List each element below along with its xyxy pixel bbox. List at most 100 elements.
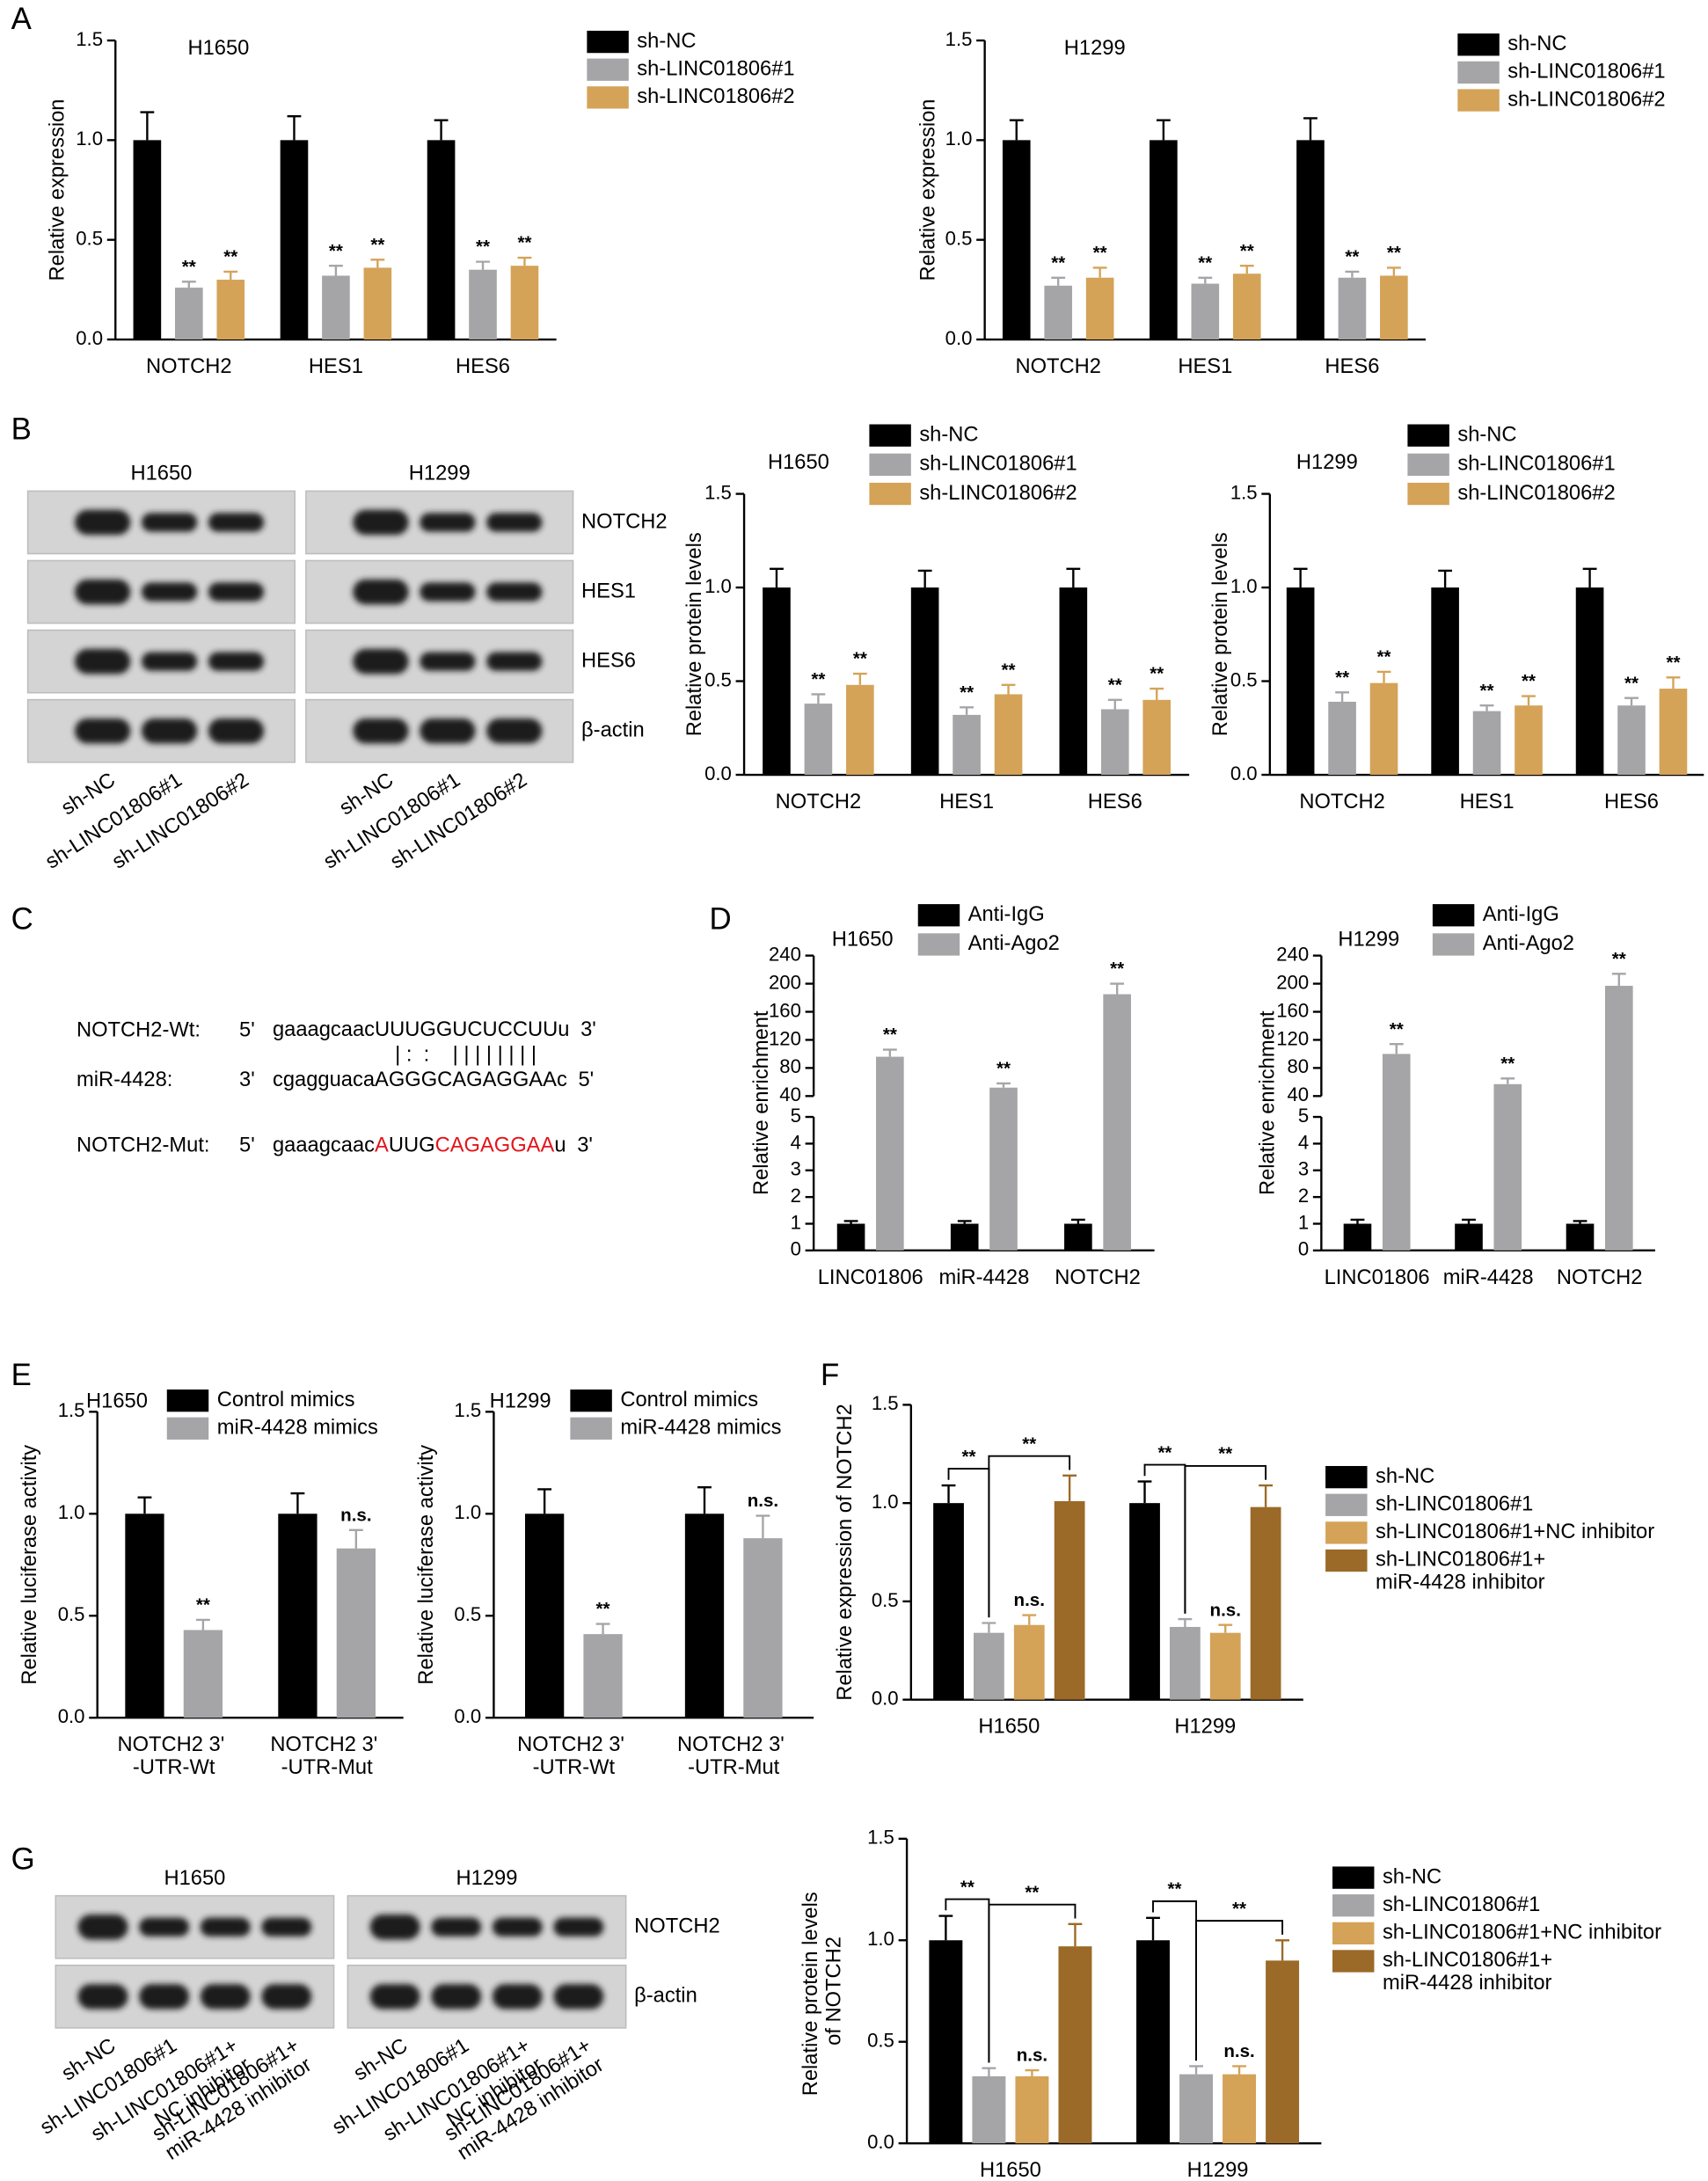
significance-label: ** xyxy=(1240,241,1254,261)
bracket-label: ** xyxy=(961,1447,975,1467)
y-axis-label: Relative protein levels xyxy=(1209,532,1232,736)
blot-band xyxy=(369,1984,420,2010)
y-tick-label: 0.0 xyxy=(58,1705,85,1727)
y-tick-label: 1.5 xyxy=(76,28,103,50)
significance-label: ** xyxy=(1150,664,1164,684)
y-tick-label: 3 xyxy=(1298,1158,1309,1180)
legend-swatch xyxy=(1407,424,1449,447)
x-tick-label: HES6 xyxy=(1325,355,1379,378)
error-bar xyxy=(595,1623,610,1635)
legend-label: sh-LINC01806#2 xyxy=(637,85,794,108)
y-tick-label: 0.5 xyxy=(1230,668,1258,690)
bar xyxy=(1604,985,1633,1251)
sequence-end: 3' xyxy=(577,1134,593,1157)
error-bar xyxy=(137,1496,152,1514)
legend-label: Anti-IgG xyxy=(1483,903,1559,926)
bar xyxy=(1472,711,1501,776)
legend-swatch xyxy=(1407,482,1449,506)
blot-band xyxy=(553,1984,604,2010)
x-tick-label: NOTCH2 xyxy=(1055,1266,1141,1289)
x-tick-label: HES6 xyxy=(1088,791,1142,813)
legend-swatch xyxy=(1325,1493,1368,1516)
x-tick-label: HES1 xyxy=(939,791,994,813)
sequence-end: 3' xyxy=(239,1069,255,1091)
bar xyxy=(1455,1223,1483,1251)
chart-title: H1650 xyxy=(768,451,829,474)
y-tick-label: 0.5 xyxy=(872,1589,899,1611)
blot-band xyxy=(261,1984,312,2010)
bar xyxy=(1142,699,1172,776)
blot-band xyxy=(208,718,265,744)
legend-label: Control mimics xyxy=(217,1389,355,1411)
bar xyxy=(1575,587,1604,776)
error-bar xyxy=(917,569,932,588)
legend-swatch xyxy=(1332,1922,1375,1944)
bar xyxy=(1380,275,1408,340)
error-bar xyxy=(770,567,784,588)
error-bar xyxy=(1389,1043,1404,1054)
bracket xyxy=(1184,1464,1267,1614)
y-tick-label: 5 xyxy=(791,1105,801,1127)
blot-band xyxy=(369,1914,420,1940)
bar xyxy=(1058,1946,1092,2144)
blot-row-label: β-actin xyxy=(581,718,645,741)
blot-band xyxy=(75,718,131,744)
significance-label: ** xyxy=(196,1595,210,1616)
y-tick-label: 40 xyxy=(1288,1083,1310,1105)
blot-band xyxy=(77,1984,128,2010)
significance-label: ** xyxy=(223,247,237,267)
bar xyxy=(1343,1223,1372,1251)
x-tick-label: HES1 xyxy=(1178,355,1232,378)
y-tick-label: 0.0 xyxy=(1230,762,1258,784)
blot-band xyxy=(486,652,543,671)
error-bar xyxy=(1438,569,1453,588)
legend-swatch xyxy=(917,933,960,956)
x-tick-label: LINC01806 xyxy=(1325,1266,1430,1289)
bar xyxy=(950,1223,979,1251)
error-bar xyxy=(1582,567,1597,588)
error-bar xyxy=(1022,1614,1037,1625)
bar xyxy=(1296,140,1325,340)
bar xyxy=(363,267,392,340)
bar xyxy=(1191,283,1220,340)
legend-label: sh-NC xyxy=(1383,1865,1442,1888)
error-bar xyxy=(1232,2065,1246,2075)
y-tick-label: 0.5 xyxy=(867,2030,894,2052)
y-tick-label: 1.5 xyxy=(867,1827,894,1849)
blot-band xyxy=(492,1917,543,1937)
x-tick-label: NOTCH2 3' -UTR-Mut xyxy=(677,1733,790,1779)
y-tick-label: 1.0 xyxy=(1230,575,1258,597)
significance-label: n.s. xyxy=(1223,2041,1254,2061)
bar xyxy=(1129,1503,1160,1700)
error-bar xyxy=(1386,266,1401,276)
y-tick-label: 0.0 xyxy=(454,1705,481,1727)
legend-label: Anti-Ago2 xyxy=(968,932,1060,955)
y-tick-label: 0.0 xyxy=(867,2131,894,2153)
blot-group-label: H1650 xyxy=(164,1867,225,1890)
blot-row-label: NOTCH2 xyxy=(634,1915,720,1937)
blot-band xyxy=(353,648,409,675)
legend-label: sh-LINC01806#1+ miR-4428 inhibitor xyxy=(1376,1549,1551,1594)
y-tick-label: 0.0 xyxy=(872,1688,899,1710)
y-tick-label: 1 xyxy=(791,1211,801,1233)
y-tick-label: 0 xyxy=(1298,1238,1309,1260)
panel-letter: D xyxy=(710,902,732,936)
error-bar xyxy=(140,111,155,141)
bar xyxy=(1659,689,1688,776)
legend-label: sh-LINC01806#1 xyxy=(1376,1493,1533,1516)
legend-swatch xyxy=(869,453,911,477)
error-bar xyxy=(941,1484,956,1504)
sequence: gaaagcaacAUUGCAGAGGAAu 3' xyxy=(273,1134,593,1157)
error-bar xyxy=(1092,266,1107,278)
bar xyxy=(1002,140,1031,340)
legend-label: sh-LINC01806#1+NC inhibitor xyxy=(1376,1521,1654,1543)
significance-label: ** xyxy=(1345,247,1359,267)
y-tick-label: 0 xyxy=(791,1238,801,1260)
bar xyxy=(989,1087,1018,1251)
legend-label: sh-LINC01806#1 xyxy=(919,453,1077,476)
blot-band xyxy=(353,718,409,744)
blot-band xyxy=(431,1984,482,2010)
error-bar xyxy=(329,264,343,276)
error-bar xyxy=(1350,1218,1365,1224)
error-bar xyxy=(1335,691,1349,702)
